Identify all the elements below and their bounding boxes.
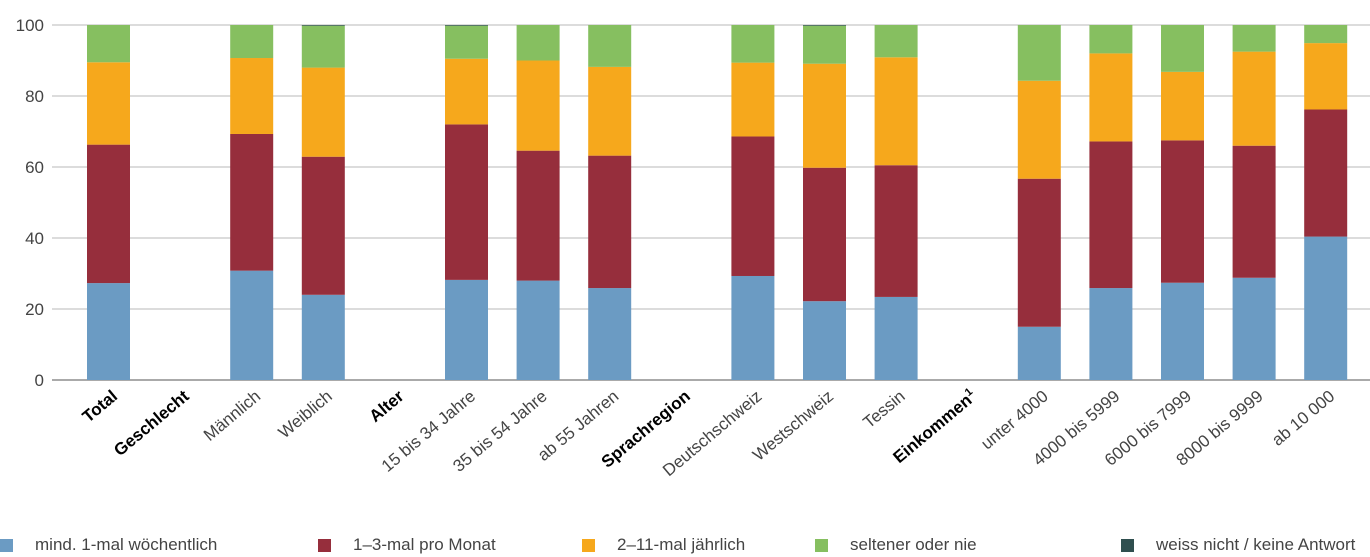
legend-item: 2–11-mal jährlich — [582, 534, 745, 556]
bar-segment — [230, 133, 274, 271]
bar-segment — [1304, 43, 1348, 110]
bar-segment — [301, 156, 345, 295]
bar-segment — [803, 167, 846, 302]
bar-segment — [516, 25, 560, 61]
bar-segment — [803, 25, 846, 26]
bar-segment — [445, 124, 488, 280]
legend-item: mind. 1-mal wöchentlich — [0, 534, 217, 556]
legend-label: 2–11-mal jährlich — [617, 535, 746, 554]
bar-segment — [87, 25, 130, 63]
bar-segment — [874, 25, 918, 58]
bar-segment — [445, 279, 488, 380]
bar-segment — [588, 288, 632, 380]
bar-segment — [301, 294, 345, 380]
bar-segment — [516, 60, 560, 151]
x-tick-label: Alter — [366, 386, 408, 426]
bar-segment — [1017, 25, 1061, 81]
y-tick-label: 100 — [16, 16, 44, 35]
bar-segment — [516, 280, 560, 380]
bar-segment — [588, 155, 632, 289]
bar-segment — [1232, 277, 1276, 380]
bar-segment — [1232, 51, 1276, 146]
bar-segment — [731, 25, 775, 63]
bar-segment — [731, 136, 775, 276]
bar-segment — [87, 62, 130, 145]
bar-segment — [1304, 25, 1348, 44]
x-tick-label: ab 10 000 — [1268, 387, 1338, 450]
bar-segment — [1089, 141, 1133, 289]
x-tick-label: Geschlecht — [110, 386, 193, 460]
legend-item: seltener oder nie — [815, 534, 977, 556]
bar-segment — [1161, 140, 1204, 283]
legend-swatch — [815, 538, 828, 552]
bar-segment — [1089, 288, 1133, 380]
legend-item: 1–3-mal pro Monat — [318, 534, 496, 556]
legend-label: mind. 1-mal wöchentlich — [35, 535, 218, 554]
bar-segment — [1017, 326, 1061, 380]
legend: mind. 1-mal wöchentlich 1–3-mal pro Monat… — [0, 534, 1370, 556]
y-axis: 0 20 40 60 80 100 — [16, 16, 44, 390]
legend-label: seltener oder nie — [850, 535, 977, 554]
bar-segment — [445, 25, 488, 59]
x-tick-label: Total — [79, 387, 121, 427]
bar-segment — [1017, 80, 1061, 179]
bar-segment — [301, 25, 345, 26]
bar-segment — [230, 25, 274, 59]
legend-label: weiss nicht / keine Antwort — [1156, 535, 1356, 554]
y-tick-label: 60 — [25, 158, 44, 177]
legend-swatch — [582, 538, 595, 552]
bar-segment — [588, 66, 632, 156]
bar-segment — [87, 283, 130, 380]
legend-label: 1–3-mal pro Monat — [353, 535, 496, 554]
bar-segment — [1304, 109, 1348, 237]
bar-segment — [516, 150, 560, 281]
bar-segment — [1161, 71, 1204, 141]
legend-swatch — [0, 538, 13, 552]
bars — [87, 25, 1348, 380]
legend-swatch — [318, 538, 331, 552]
bar-segment — [230, 270, 274, 380]
y-tick-label: 80 — [25, 87, 44, 106]
bar-segment — [731, 275, 775, 380]
bar-segment — [445, 25, 488, 26]
bar-segment — [874, 165, 918, 297]
bar-segment — [1161, 282, 1204, 380]
x-tick-label: Weiblich — [275, 387, 336, 443]
bar-segment — [731, 62, 775, 137]
x-tick-label: unter 4000 — [977, 387, 1051, 454]
bar-segment — [1232, 145, 1276, 278]
bar-segment — [1089, 25, 1133, 54]
x-tick-label: Tessin — [860, 387, 909, 433]
legend-swatch — [1121, 538, 1134, 552]
bar-segment — [1232, 25, 1276, 52]
bar-segment — [803, 25, 846, 64]
bar-segment — [445, 58, 488, 125]
bar-segment — [874, 57, 918, 166]
y-tick-label: 0 — [35, 371, 44, 390]
y-tick-label: 20 — [25, 300, 44, 319]
bar-segment — [301, 25, 345, 68]
y-tick-label: 40 — [25, 229, 44, 248]
bar-segment — [230, 58, 274, 134]
bar-segment — [87, 144, 130, 284]
bar-segment — [1089, 53, 1133, 142]
bar-segment — [1304, 236, 1348, 380]
bar-segment — [803, 301, 846, 380]
bar-segment — [301, 67, 345, 157]
bar-segment — [588, 25, 632, 67]
bar-segment — [1161, 25, 1204, 72]
bar-segment — [1017, 178, 1061, 327]
legend-item: weiss nicht / keine Antwort — [1121, 534, 1355, 556]
bar-segment — [803, 63, 846, 168]
bar-segment — [874, 296, 918, 380]
x-tick-label: Männlich — [200, 387, 264, 445]
